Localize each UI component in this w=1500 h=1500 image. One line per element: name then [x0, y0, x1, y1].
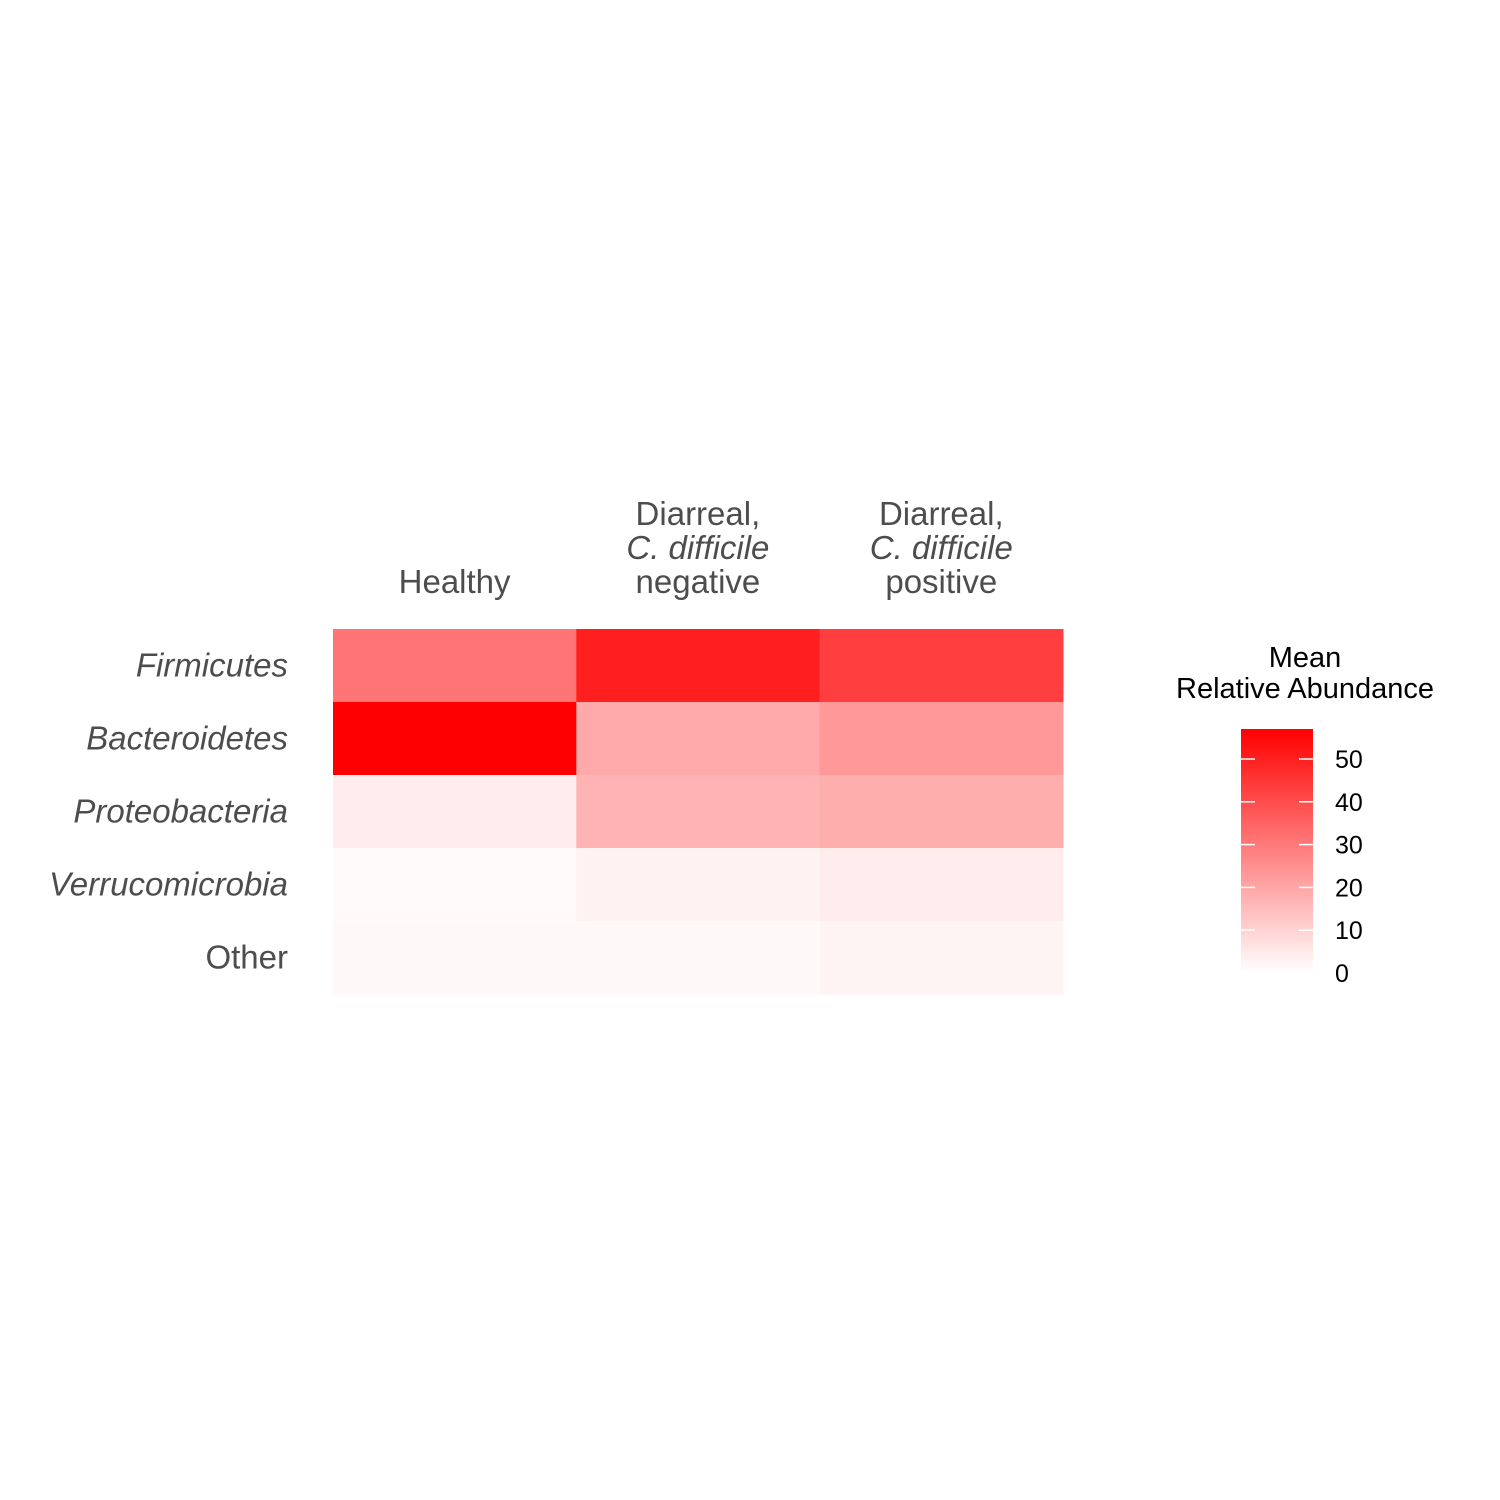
heatmap-cell-r2-c0: [333, 775, 577, 849]
column-label-2-line-1: C. difficile: [870, 529, 1013, 566]
heatmap-cell-r4-c1: [576, 921, 821, 995]
heatmap-cell-r3-c2: [819, 848, 1064, 922]
column-label-1-line-1: C. difficile: [626, 529, 769, 566]
row-labels: Firmicutes Bacteroidetes Proteobacteria Ver…: [49, 647, 288, 976]
column-label-0-line-0: Healthy: [399, 563, 511, 600]
heatmap-cell-r0-c2: [819, 629, 1064, 703]
heatmap-cell-r1-c0: [333, 702, 577, 776]
heatmap-cell-r1-c2: [819, 702, 1064, 776]
heatmap-cell-r2-c1: [576, 775, 821, 849]
heatmap-cell-r0-c0: [333, 629, 577, 703]
legend-tick-label-0: 0: [1335, 960, 1349, 988]
row-label-0: Firmicutes: [136, 647, 288, 684]
heatmap-cell-r2-c2: [819, 775, 1064, 849]
heatmap-cell-r3-c1: [576, 848, 821, 922]
heatmap-cell-r3-c0: [333, 848, 577, 922]
heatmap-cells: [333, 629, 1064, 995]
heatmap-cell-r0-c1: [576, 629, 821, 703]
column-label-2-line-0: Diarreal,: [879, 495, 1004, 532]
legend-tick-label-2: 20: [1335, 874, 1363, 902]
legend-ticks: 0 10 20 30 40 50: [1241, 746, 1363, 988]
legend-tick-label-3: 30: [1335, 832, 1363, 860]
row-label-2: Proteobacteria: [73, 793, 288, 830]
heatmap-cell-r4-c0: [333, 921, 577, 995]
row-label-4: Other: [205, 939, 288, 976]
column-label-1-line-2: negative: [636, 563, 761, 600]
legend-colorbar: [1241, 729, 1313, 973]
legend-tick-label-1: 10: [1335, 917, 1363, 945]
row-label-3: Verrucomicrobia: [49, 866, 288, 903]
heatmap-cell-r4-c2: [819, 921, 1064, 995]
row-label-1: Bacteroidetes: [86, 720, 288, 757]
legend-title-line-2: Relative Abundance: [1176, 673, 1434, 705]
column-label-2-line-2: positive: [885, 563, 997, 600]
legend-tick-label-5: 50: [1335, 746, 1363, 774]
legend-title-line-1: Mean: [1269, 642, 1342, 674]
legend-tick-label-4: 40: [1335, 789, 1363, 817]
heatmap-cell-r1-c1: [576, 702, 821, 776]
column-label-1-line-0: Diarreal,: [636, 495, 761, 532]
color-legend: Mean Relative Abundance 0 10 20 30 40 50: [1176, 642, 1434, 988]
